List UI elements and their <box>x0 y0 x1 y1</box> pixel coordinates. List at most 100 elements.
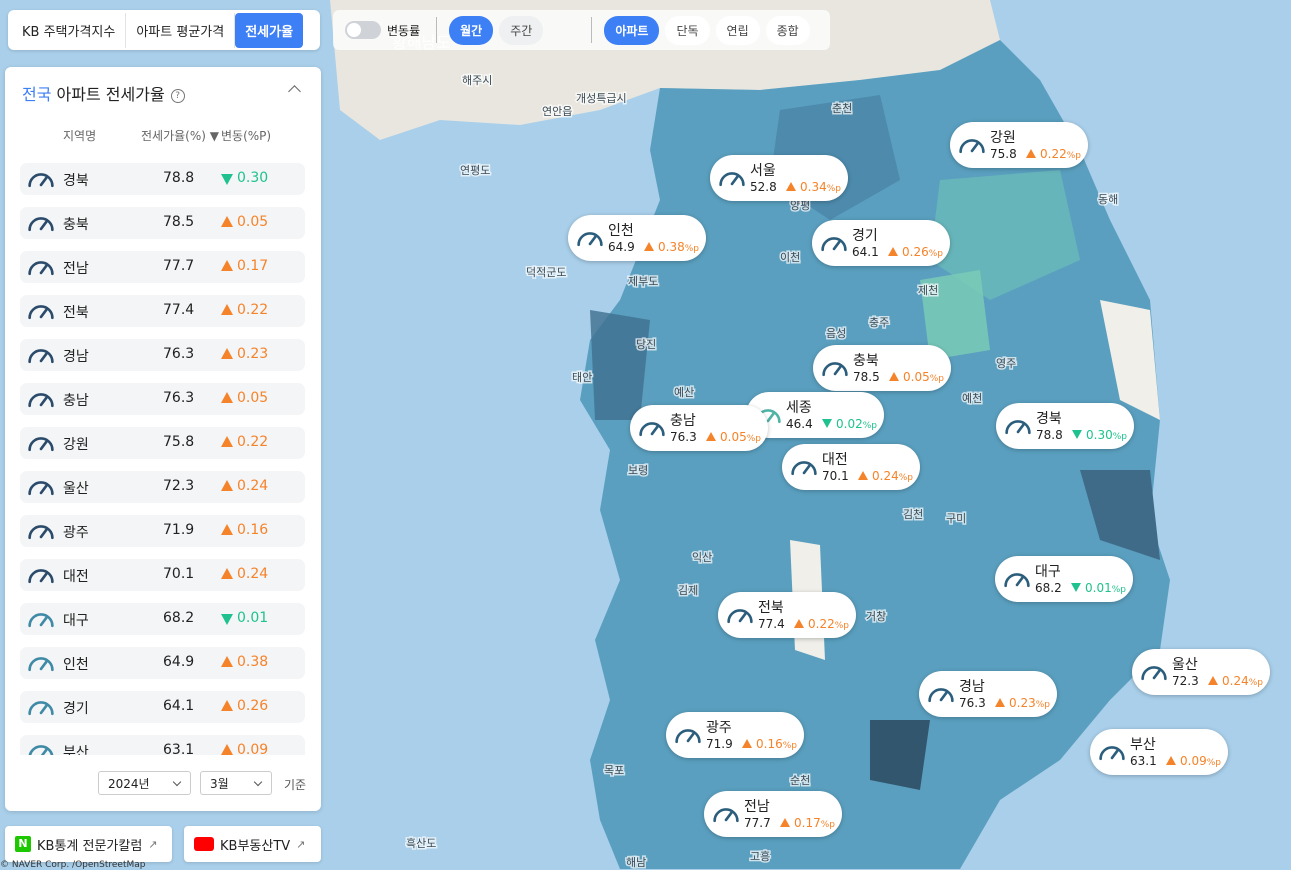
change-unit: %p <box>1111 585 1126 595</box>
region-name: 부산 <box>63 745 89 755</box>
region-marker[interactable]: 전남 77.7 0.17%p <box>704 791 842 837</box>
rate-value: 78.5 <box>163 214 195 230</box>
change-value: 0.26 <box>902 245 929 259</box>
period-button[interactable]: 주간 <box>499 15 544 45</box>
marker-name: 경남 <box>959 679 985 695</box>
collapse-button[interactable] <box>288 85 301 98</box>
change-value: 0.05 <box>237 390 269 406</box>
region-row[interactable]: 부산 63.1 0.09 <box>20 735 305 755</box>
change-value: 0.30 <box>237 170 269 186</box>
marker-rate: 75.8 <box>990 147 1017 161</box>
region-marker[interactable]: 광주 71.9 0.16%p <box>666 712 804 758</box>
gauge-icon <box>28 745 54 755</box>
rate-value: 77.7 <box>163 258 195 274</box>
change-unit: %p <box>684 244 699 254</box>
region-marker[interactable]: 세종 46.4 0.02%p <box>746 392 884 438</box>
region-row[interactable]: 전남 77.7 0.17 <box>20 251 305 283</box>
link-button[interactable]: N KB통계 전문가칼럼 ↗ <box>5 826 172 862</box>
region-name: 전남 <box>63 261 89 277</box>
link-button[interactable]: KB부동산TV ↗ <box>184 826 321 862</box>
region-marker[interactable]: 경남 76.3 0.23%p <box>919 671 1057 717</box>
toggle-switch[interactable] <box>345 21 381 39</box>
region-marker[interactable]: 경북 78.8 0.30%p <box>996 403 1134 449</box>
map-label: 태안 <box>572 371 592 384</box>
region-row[interactable]: 경기 64.1 0.26 <box>20 691 305 723</box>
gauge-icon <box>28 349 54 364</box>
region-row[interactable]: 울산 72.3 0.24 <box>20 471 305 503</box>
change-unit: %p <box>862 421 877 431</box>
region-list: 경북 78.8 0.30 충북 78.5 0.05 전남 77.7 0.17 전북 77.4 0.22… <box>20 163 306 755</box>
change-arrow <box>822 419 832 428</box>
change-arrow <box>221 174 233 185</box>
change-value: 0.38 <box>237 654 269 670</box>
region-marker[interactable]: 전북 77.4 0.22%p <box>718 592 856 638</box>
region-marker[interactable]: 부산 63.1 0.09%p <box>1090 729 1228 775</box>
tab[interactable]: 아파트 평균가격 <box>126 12 236 48</box>
rate-value: 72.3 <box>163 478 195 494</box>
region-row[interactable]: 경북 78.8 0.30 <box>20 163 305 195</box>
region-row[interactable]: 광주 71.9 0.16 <box>20 515 305 547</box>
map-label: 음성 <box>826 327 846 340</box>
region-marker[interactable]: 강원 75.8 0.22%p <box>950 122 1088 168</box>
region-marker[interactable]: 대전 70.1 0.24%p <box>782 444 920 490</box>
change-value: 0.02 <box>836 417 863 431</box>
change-arrow <box>786 182 796 191</box>
period-button[interactable]: 월간 <box>449 15 494 45</box>
external-icon: ↗ <box>148 837 158 851</box>
rate-value: 77.4 <box>163 302 195 318</box>
column-header[interactable]: 전세가율(%) ▼ <box>141 129 219 143</box>
change-unit: %p <box>746 434 761 444</box>
region-row[interactable]: 대구 68.2 0.01 <box>20 603 305 635</box>
title: 아파트 전세가율 <box>56 85 165 104</box>
tab[interactable]: KB 주택가격지수 <box>12 12 127 48</box>
region-row[interactable]: 경남 76.3 0.23 <box>20 339 305 371</box>
marker-change: 0.23%p <box>995 696 1050 710</box>
region-marker[interactable]: 충남 76.3 0.05%p <box>630 405 768 451</box>
region-marker[interactable]: 서울 52.8 0.34%p <box>710 155 848 201</box>
region-name: 울산 <box>63 481 89 497</box>
marker-rate: 70.1 <box>822 469 849 483</box>
region-marker[interactable]: 대구 68.2 0.01%p <box>995 556 1133 602</box>
youtube-icon <box>194 837 214 851</box>
year-select[interactable]: 2024년 <box>98 771 191 795</box>
type-button[interactable]: 아파트 <box>604 15 660 45</box>
region-row[interactable]: 충북 78.5 0.05 <box>20 207 305 239</box>
change-value: 0.01 <box>237 610 269 626</box>
region-row[interactable]: 충남 76.3 0.05 <box>20 383 305 415</box>
gauge-icon <box>675 729 701 744</box>
region-marker[interactable]: 충북 78.5 0.05%p <box>813 345 951 391</box>
marker-name: 울산 <box>1172 657 1198 673</box>
region-row[interactable]: 강원 75.8 0.22 <box>20 427 305 459</box>
region-marker[interactable]: 경기 64.1 0.26%p <box>812 220 950 266</box>
gauge-icon <box>28 525 54 540</box>
map-label: 김천 <box>903 507 923 521</box>
type-button[interactable]: 종합 <box>765 15 810 45</box>
change-arrow <box>644 242 654 251</box>
region-row[interactable]: 대전 70.1 0.24 <box>20 559 305 591</box>
month-select[interactable]: 3월 <box>200 771 272 795</box>
type-button[interactable]: 연립 <box>715 15 760 45</box>
gauge-icon <box>1099 746 1125 761</box>
region-row[interactable]: 인천 64.9 0.38 <box>20 647 305 679</box>
region-marker[interactable]: 울산 72.3 0.24%p <box>1132 649 1270 695</box>
type-button[interactable]: 단독 <box>665 15 710 45</box>
gauge-icon <box>28 481 54 496</box>
region[interactable]: 전국 <box>22 85 52 104</box>
marker-rate: 68.2 <box>1035 581 1062 595</box>
toggle-label: 변동률 <box>387 23 421 38</box>
tab[interactable]: 전세가율 <box>235 12 304 48</box>
change-arrow <box>221 216 233 227</box>
change-unit: %p <box>834 621 849 631</box>
gauge-icon <box>28 657 54 672</box>
change-value: 0.23 <box>1009 696 1036 710</box>
marker-change: 0.22%p <box>1026 147 1081 161</box>
rate-value: 64.9 <box>163 654 195 670</box>
change-arrow <box>221 700 233 711</box>
link-text: KB부동산TV <box>220 838 291 854</box>
region-row[interactable]: 전북 77.4 0.22 <box>20 295 305 327</box>
map-label: 해남 <box>626 855 646 869</box>
column-header: 변동(%P) <box>221 129 272 143</box>
help-icon[interactable]: ? <box>170 88 185 103</box>
region-marker[interactable]: 인천 64.9 0.38%p <box>568 215 706 261</box>
link-text: KB통계 전문가칼럼 <box>37 838 143 854</box>
